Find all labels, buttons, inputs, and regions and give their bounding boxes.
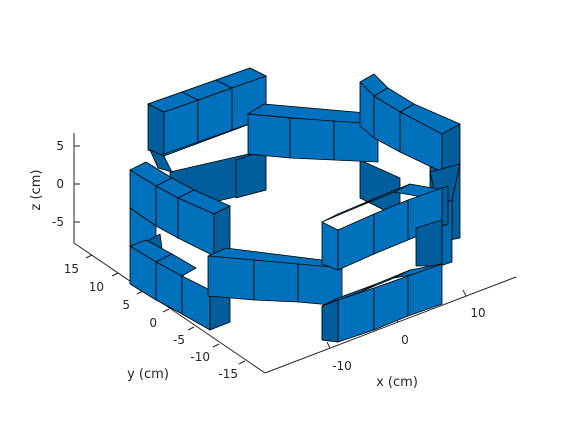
brick-side [213, 205, 231, 257]
z-tick-labels: 5 0 -5 [52, 139, 64, 229]
brick-front [253, 259, 299, 303]
z-axis-label: z (cm) [29, 170, 44, 211]
brick-front [181, 275, 211, 331]
axes-frame [73, 133, 517, 374]
x-axis-label: x (cm) [376, 375, 418, 390]
brick-side [147, 103, 165, 157]
brick-front [407, 263, 443, 317]
y-tick-label: 0 [149, 316, 157, 330]
brick-top [155, 253, 197, 277]
z-tick-label: -5 [52, 215, 64, 229]
y-axis-line [73, 242, 266, 374]
brick-side [321, 299, 339, 343]
z-ticks [74, 145, 80, 223]
z-tick-label: 0 [56, 177, 64, 191]
brick-front [289, 117, 335, 161]
x-tick-label: 10 [470, 306, 485, 320]
x-axis-line [264, 276, 517, 374]
brick-side [441, 185, 449, 227]
y-tick-label: -15 [218, 367, 238, 381]
brick-front [321, 221, 339, 271]
brick-front [207, 255, 255, 301]
brick-top [215, 67, 267, 89]
x-tick-label: 0 [401, 333, 409, 347]
y-tick-label: 15 [64, 262, 79, 276]
brick-link [415, 219, 443, 267]
y-tick-label: 5 [122, 298, 130, 312]
brick-front [247, 113, 291, 159]
y-tick-label: 10 [89, 280, 104, 294]
octagon-brick-structure [129, 67, 461, 343]
z-tick-label: 5 [56, 139, 64, 153]
brick-front [373, 199, 409, 255]
y-axis-label: y (cm) [127, 367, 169, 382]
brick-link [149, 149, 173, 173]
x-tick-labels: -10 0 10 [332, 306, 485, 373]
y-tick-label: -10 [190, 350, 210, 364]
y-tick-labels: 15 10 5 0 -5 -10 -15 [64, 262, 238, 381]
brick-front [337, 213, 375, 271]
y-tick-label: -5 [173, 333, 185, 347]
x-tick-label: -10 [332, 359, 352, 373]
